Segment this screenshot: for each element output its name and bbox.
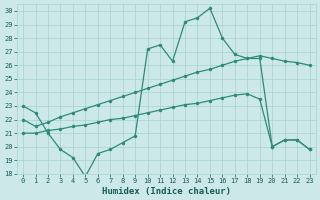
X-axis label: Humidex (Indice chaleur): Humidex (Indice chaleur) [102, 187, 231, 196]
